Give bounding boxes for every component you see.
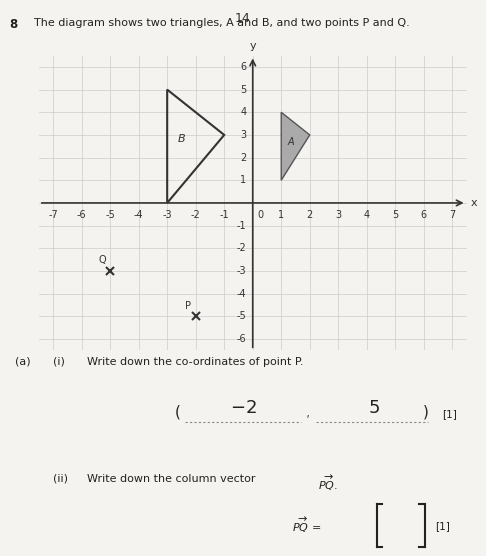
Text: 6: 6 <box>240 62 246 72</box>
Text: -4: -4 <box>237 289 246 299</box>
Text: ): ) <box>423 404 429 419</box>
Text: -3: -3 <box>162 210 172 220</box>
Text: A: A <box>288 137 295 147</box>
Text: x: x <box>471 198 477 208</box>
Text: P: P <box>186 301 191 311</box>
Text: 0: 0 <box>257 210 263 220</box>
Text: y: y <box>249 41 256 51</box>
Text: -7: -7 <box>48 210 58 220</box>
Text: -4: -4 <box>134 210 143 220</box>
Text: 5: 5 <box>240 85 246 95</box>
Text: (: ( <box>175 404 181 419</box>
Text: ,: , <box>306 405 311 419</box>
Text: (ii): (ii) <box>53 474 69 484</box>
Text: Write down the co-ordinates of point P.: Write down the co-ordinates of point P. <box>87 356 304 366</box>
Text: -1: -1 <box>219 210 229 220</box>
Text: -3: -3 <box>237 266 246 276</box>
Text: -2: -2 <box>237 244 246 254</box>
Text: $5$: $5$ <box>368 399 380 417</box>
Text: 4: 4 <box>364 210 370 220</box>
Text: (i): (i) <box>53 356 65 366</box>
Text: -6: -6 <box>237 334 246 344</box>
Text: 3: 3 <box>240 130 246 140</box>
Text: 3: 3 <box>335 210 341 220</box>
Text: -2: -2 <box>191 210 201 220</box>
Text: $-2$: $-2$ <box>229 399 257 417</box>
Text: The diagram shows two triangles, A and B, and two points P and Q.: The diagram shows two triangles, A and B… <box>34 18 410 28</box>
Text: 2: 2 <box>307 210 313 220</box>
Text: 8: 8 <box>10 18 18 31</box>
Text: 4: 4 <box>240 107 246 117</box>
Text: [1]: [1] <box>442 409 457 419</box>
Text: Q: Q <box>98 255 106 265</box>
Text: $\overrightarrow{PQ}$.: $\overrightarrow{PQ}$. <box>318 474 338 493</box>
Text: -6: -6 <box>77 210 87 220</box>
Text: 5: 5 <box>392 210 399 220</box>
Text: $\overrightarrow{PQ}$ =: $\overrightarrow{PQ}$ = <box>292 516 321 535</box>
Text: 1: 1 <box>240 175 246 185</box>
Text: -1: -1 <box>237 221 246 231</box>
Text: B: B <box>177 135 185 145</box>
Polygon shape <box>281 112 310 180</box>
Text: Write down the column vector: Write down the column vector <box>87 474 260 484</box>
Text: 14: 14 <box>235 12 251 25</box>
Text: -5: -5 <box>237 311 246 321</box>
Text: -5: -5 <box>105 210 115 220</box>
Text: [1]: [1] <box>435 520 450 530</box>
Text: 1: 1 <box>278 210 284 220</box>
Text: (a): (a) <box>15 356 30 366</box>
Text: 6: 6 <box>421 210 427 220</box>
Text: 2: 2 <box>240 152 246 162</box>
Text: 7: 7 <box>449 210 455 220</box>
